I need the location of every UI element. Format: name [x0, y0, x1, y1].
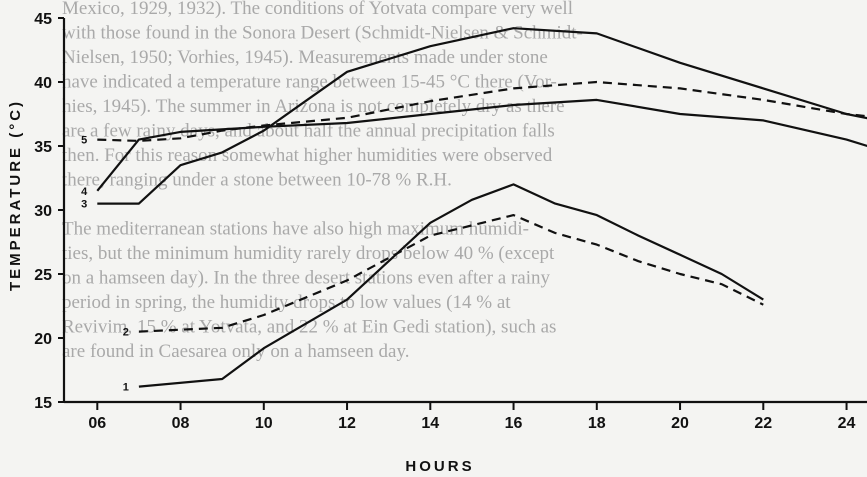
series-line-1 [138, 183, 764, 388]
series-label-4: 4 [81, 186, 88, 198]
series-labels: 1 2 34 5 [81, 135, 129, 394]
y-tick-label: 45 [34, 11, 52, 28]
x-tick-label: 14 [421, 415, 439, 432]
x-tick-label: 22 [754, 415, 772, 432]
y-tick-label: 30 [34, 203, 52, 220]
series-line-5 [97, 80, 867, 142]
background-text-line: are a few rainy days, and about half the… [62, 121, 555, 142]
background-text-line: Nielsen, 1950; Vorhies, 1945). Measureme… [62, 47, 548, 68]
background-text-line: Revivim, 15 % at Yotvata, and 22 % at Ei… [62, 317, 556, 338]
y-tick-label: 25 [34, 267, 52, 284]
x-tick-label: 12 [338, 415, 356, 432]
y-tick-label: 35 [34, 139, 52, 156]
x-tick-label: 24 [838, 415, 856, 432]
y-tick-label: 20 [34, 331, 52, 348]
series-lines [96, 27, 867, 388]
background-text-line: are found in Caesarea only on a hamseen … [62, 341, 410, 362]
background-text-line: with those found in the Sonora Desert (S… [62, 23, 583, 44]
x-tick-label: 20 [671, 415, 689, 432]
background-text-line: period in spring, the humidity drops to … [62, 292, 511, 313]
series-line-4 [96, 98, 867, 192]
background-text-line: then. For this reason somewhat higher hu… [62, 145, 553, 166]
y-tick-label: 15 [34, 395, 52, 412]
background-text-line: there, ranging under a stone between 10-… [62, 170, 452, 191]
background-text-line: on a hamseen day). In the three desert s… [62, 268, 550, 289]
background-text-line: The mediterranean stations have also hig… [62, 219, 529, 240]
background-text-line: hies, 1945). The summer in Arizona is no… [62, 96, 565, 117]
x-tick-label: 10 [255, 415, 273, 432]
background-text-line: ties, but the minimum humidity rarely dr… [62, 243, 555, 264]
series-label-5: 5 [81, 135, 87, 147]
y-axis-title: TEMPERATURE (°C) [7, 99, 24, 291]
x-axis-title: HOURS [405, 458, 474, 475]
x-tick-label: 08 [172, 415, 190, 432]
axis-ticks: 15202530354045060810121416182022240204 [34, 11, 856, 432]
x-tick-label: 18 [588, 415, 606, 432]
background-text-line: Mexico, 1929, 1932). The conditions of Y… [62, 0, 573, 19]
background-text: Mexico, 1929, 1932). The conditions of Y… [62, 0, 583, 362]
series-label-3: 3 [81, 199, 87, 211]
series-label-2: 2 [123, 327, 129, 339]
x-tick-label: 16 [505, 415, 523, 432]
x-tick-label: 06 [88, 415, 106, 432]
series-label-1: 1 [123, 382, 129, 394]
series-line-2 [138, 214, 764, 333]
y-tick-label: 40 [34, 75, 52, 92]
background-text-line: have indicated a temperature range betwe… [62, 72, 557, 93]
series-line-3 [97, 27, 867, 205]
